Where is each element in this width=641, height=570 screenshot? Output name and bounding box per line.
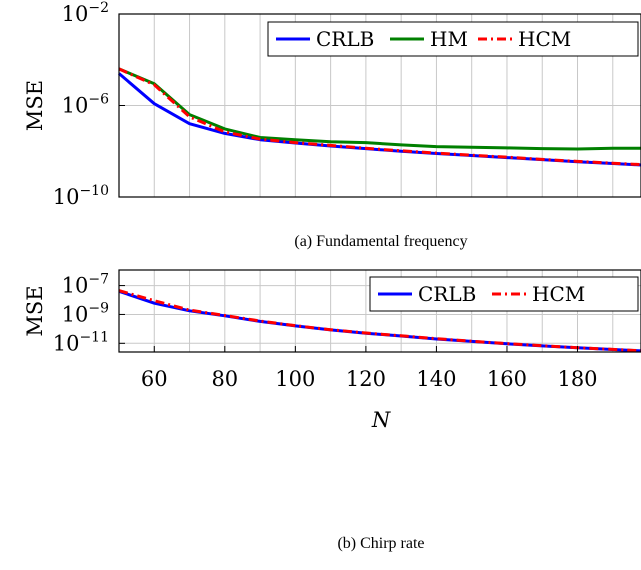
legend-box [267,21,639,57]
figure-caption: (a) Fundamental frequency [294,233,467,250]
x-axis-label: N [371,408,391,432]
y-tick-label: 10−6 [62,92,109,118]
y-tick-label: 10−10 [53,183,109,209]
y-tick-label: 10−11 [53,329,109,355]
x-tick-label: 100 [275,367,315,391]
plot-frame [118,269,641,353]
y-tick-label: 10−9 [62,300,109,326]
chart-panel-b: 10−11 10−910−7 60 80 100 120 140 160 180 MSE N CRLB… [23,269,641,552]
series-hcm-line [118,67,641,167]
figure-caption: (b) Chirp rate [337,535,424,552]
legend-label-crlb: CRLB [316,27,374,51]
y-tick-label: 10−2 [62,0,109,26]
legend-label-hcm: HCM [532,282,585,306]
legend-box [369,276,639,312]
x-tick-label: 140 [416,367,456,391]
legend-label-hm: HM [430,27,468,51]
legend: CRLB HM HCM [267,21,639,57]
y-axis-label: MSE [23,80,47,131]
legend-label-hcm: HCM [518,27,571,51]
legend-label-crlb: CRLB [418,282,476,306]
y-tick-label: 10−7 [62,272,109,298]
x-tick-label: 60 [141,367,168,391]
series-hm-line [118,67,641,151]
x-tick-label: 160 [487,367,527,391]
x-tick-label: 180 [557,367,597,391]
x-tick-label: 120 [346,367,386,391]
y-axis-label: MSE [23,285,47,336]
x-tick-label: 80 [211,367,238,391]
legend: CRLB HCM [369,276,639,312]
chart-panel-a: 10−10 10−6 10−2 MSE CRLB HM HCM (a) Fundamental… [23,0,641,250]
series-hcm-line [118,289,641,353]
